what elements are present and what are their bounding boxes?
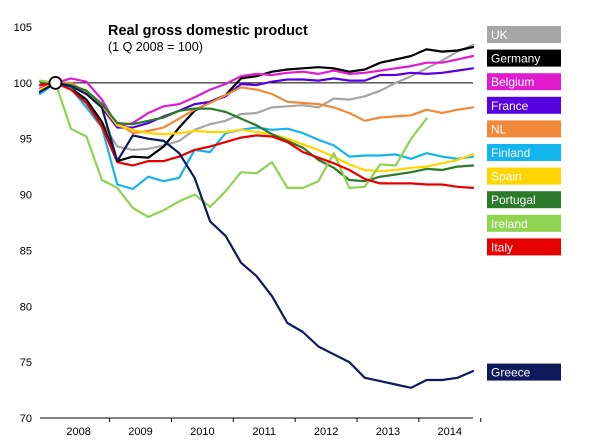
chart-subtitle: (1 Q 2008 = 100) <box>108 40 203 54</box>
legend-swatch-italy <box>487 238 561 256</box>
series-line-greece <box>38 81 475 389</box>
series-line-portugal <box>38 80 475 183</box>
series-line-uk <box>38 43 475 151</box>
y-tick-label: 70 <box>20 413 32 425</box>
legend-label-nl: NL <box>491 122 507 136</box>
legend-swatch-spain <box>487 167 561 185</box>
legend-swatch-france <box>487 96 561 114</box>
legend-label-uk: UK <box>491 28 508 42</box>
x-tick-label: 2010 <box>190 426 214 438</box>
x-tick-label: 2011 <box>252 426 276 438</box>
legend-label-france: France <box>491 99 529 113</box>
y-tick-label: 80 <box>20 301 32 313</box>
legend-label-belgium: Belgium <box>491 75 534 89</box>
legend-swatch-greece <box>487 363 561 381</box>
legend-swatch-portugal <box>487 191 561 209</box>
chart-title: Real gross domestic product <box>108 23 308 39</box>
series-line-ireland <box>38 79 428 218</box>
series-line-italy <box>38 81 475 189</box>
legend-label-portugal: Portugal <box>491 193 536 207</box>
legend-swatch-uk <box>487 26 561 43</box>
base-point-marker <box>48 75 63 90</box>
series-line-france <box>38 67 475 129</box>
legend-label-spain: Spain <box>491 170 522 184</box>
y-tick-label: 105 <box>14 22 32 34</box>
y-tick-label: 95 <box>20 134 32 146</box>
legend-label-greece: Greece <box>491 366 531 380</box>
legend-label-finland: Finland <box>491 146 530 160</box>
x-tick-label: 2013 <box>376 426 400 438</box>
y-tick-label: 85 <box>20 245 32 257</box>
legend-label-ireland: Ireland <box>491 217 528 231</box>
y-tick-label: 75 <box>20 357 32 369</box>
legend-swatch-ireland <box>487 214 561 232</box>
legend-label-germany: Germany <box>491 52 540 66</box>
legend-swatch-nl <box>487 120 561 138</box>
series-line-spain <box>38 81 475 173</box>
series-layer <box>38 43 475 389</box>
x-tick-label: 2008 <box>66 426 90 438</box>
x-tick-label: 2014 <box>438 426 462 438</box>
legend-swatch-belgium <box>487 73 561 91</box>
y-tick-label: 90 <box>20 190 32 202</box>
chart-axes: 70 75 80 85 90 95 100 105 2008 2009 2010 2011 2012 20… <box>14 22 482 438</box>
legend-swatch-finland <box>487 144 561 161</box>
x-tick-label: 2012 <box>314 426 338 438</box>
legend-label-italy: Italy <box>491 240 513 254</box>
base-marker-layer <box>48 75 63 90</box>
legend-swatch-germany <box>487 49 561 67</box>
chart-legend: UK Germany Belgium France NL Finland Spain Port… <box>487 26 561 381</box>
y-tick-label: 100 <box>14 78 32 90</box>
x-tick-label: 2009 <box>128 426 152 438</box>
